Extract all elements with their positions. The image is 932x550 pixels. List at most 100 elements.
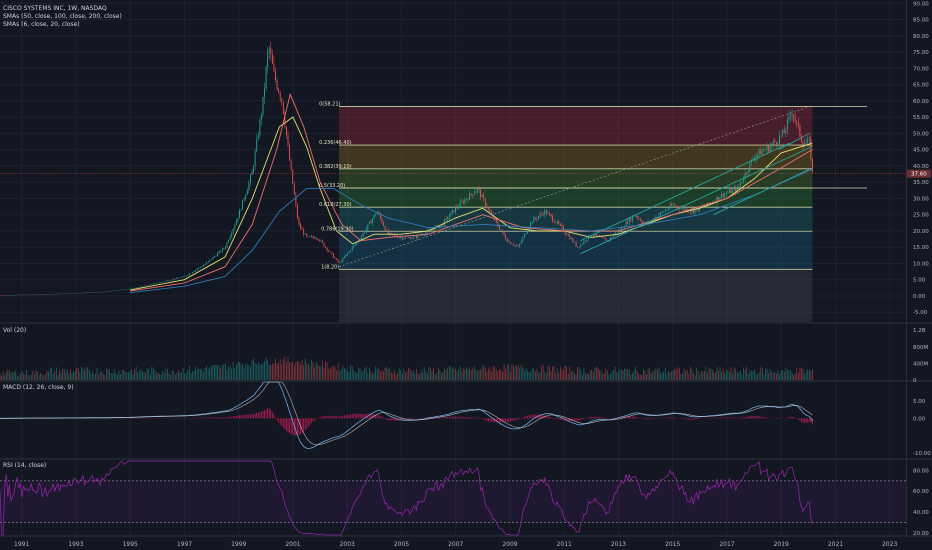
y-tick-label: -5.00 (913, 310, 928, 316)
time-axis[interactable]: 1991 1993 1995 1997 1999 2001 2003 2005 2007 2009… (14, 541, 897, 548)
volume-bar (278, 362, 280, 380)
volume-bar (594, 368, 596, 380)
volume-bar (655, 368, 657, 380)
volume-bar (511, 364, 513, 380)
volume-bar (106, 368, 107, 380)
candle-body (502, 230, 503, 232)
fibonacci-retracement[interactable]: 0(58.21) 0.236(46.40) 0.382(39.10) 0.5(33.2… (319, 102, 867, 322)
volume-bar (289, 362, 290, 380)
candle-body (370, 221, 372, 224)
candle-body (293, 183, 295, 195)
macd-histogram-bar (500, 418, 502, 423)
macd-histogram-bar (231, 416, 233, 419)
volume-bar (768, 372, 769, 380)
candle-body (239, 210, 240, 219)
x-tick-label[interactable]: 2007 (448, 541, 463, 548)
trend-lines[interactable] (0, 105, 906, 267)
macd-histogram-bar (204, 417, 206, 419)
candle-body (786, 119, 788, 131)
macd-histogram-bar (746, 416, 748, 419)
y-tick-label: 0.00 (913, 294, 926, 300)
volume-bar (168, 373, 170, 380)
candle-body (544, 210, 546, 216)
vol-tick-label: 0 (913, 378, 917, 384)
x-tick-label[interactable]: 1993 (68, 541, 83, 548)
volume-bar (245, 363, 247, 380)
macd-histogram-bar (467, 417, 469, 419)
volume-bar (541, 365, 543, 380)
candle-body (605, 238, 607, 241)
volume-bar (206, 365, 208, 380)
x-tick-label[interactable]: 2019 (774, 541, 789, 548)
volume-bar (749, 370, 751, 380)
macd-histogram-bar (810, 418, 812, 423)
volume-bar (79, 372, 81, 380)
candle-body (317, 238, 319, 240)
volume-bar (270, 364, 272, 380)
volume-bar (383, 371, 384, 380)
x-tick-label[interactable]: 2011 (557, 541, 572, 548)
candle-body (152, 283, 154, 285)
volume-bar (184, 373, 186, 380)
macd-histogram-bar (802, 418, 804, 423)
volume-bar (340, 369, 342, 380)
x-tick-label[interactable]: 2015 (665, 541, 680, 548)
macd-histogram-bar (392, 418, 394, 421)
x-tick-label[interactable]: 1999 (231, 541, 246, 548)
sma-slow-legend[interactable]: SMAs (50, close, 100, close, 200, close) (3, 13, 122, 20)
trendline-upper (580, 142, 790, 242)
macd-histogram-bar (483, 418, 485, 420)
macd-histogram-bar (226, 417, 228, 419)
volume-bar (312, 361, 314, 380)
candle-body (425, 232, 427, 235)
x-tick-label[interactable]: 2013 (611, 541, 626, 548)
rsi-title[interactable]: RSI (14, close) (3, 462, 47, 469)
x-tick-label[interactable]: 1991 (14, 541, 29, 548)
pane-separators[interactable] (0, 0, 932, 537)
volume-bar (741, 374, 743, 380)
volume-bar (307, 363, 309, 380)
x-tick-label[interactable]: 2021 (828, 541, 843, 548)
x-tick-label[interactable]: 2001 (285, 541, 300, 548)
candle-body (491, 211, 492, 215)
volume-bar (262, 363, 264, 380)
candle-body (550, 214, 552, 217)
volume-bar (456, 371, 458, 380)
candle-body (458, 206, 460, 208)
macd-title[interactable]: MACD (12, 26, close, 9) (3, 384, 74, 391)
volume-bar (101, 371, 103, 380)
macd-histogram-bar (527, 415, 528, 419)
x-tick-label[interactable]: 2017 (719, 541, 734, 548)
volume-bar (189, 366, 190, 380)
macd-histogram-bar (724, 417, 726, 419)
sma-fast-legend[interactable]: SMAs (6, close, 20, close) (3, 21, 80, 28)
x-tick-label[interactable]: 2009 (502, 541, 517, 548)
candle-body (768, 145, 770, 152)
volume-bar (498, 369, 500, 380)
macd-histogram-bar (298, 418, 300, 436)
candle-body (257, 135, 259, 140)
candle-body (788, 115, 790, 120)
volume-bar (503, 364, 505, 380)
candle-body (306, 233, 308, 237)
macd-histogram-bar (196, 417, 198, 419)
volume-bar (542, 364, 544, 380)
candle-body (580, 244, 582, 248)
volume-title[interactable]: Vol (20) (3, 327, 27, 334)
macd-histogram-bar (489, 418, 491, 422)
volume-bar (506, 365, 508, 380)
x-tick-label[interactable]: 2023 (882, 541, 897, 548)
candle-body (772, 141, 774, 145)
volume-bar (464, 369, 466, 380)
x-tick-label[interactable]: 1995 (123, 541, 138, 548)
candle-body (736, 186, 738, 192)
volume-bar (120, 373, 121, 380)
x-tick-label[interactable]: 2003 (340, 541, 355, 548)
price-axis[interactable]: -5.00 0.00 5.00 10.00 15.00 20.00 25.00 30.00 35… (907, 1, 931, 537)
candle-body (741, 181, 743, 184)
volume-bar (386, 367, 388, 380)
x-tick-label[interactable]: 1997 (177, 541, 192, 548)
x-tick-label[interactable]: 2005 (394, 541, 409, 548)
symbol-title[interactable]: CISCO SYSTEMS INC, 1W, NASDAQ (3, 5, 107, 12)
